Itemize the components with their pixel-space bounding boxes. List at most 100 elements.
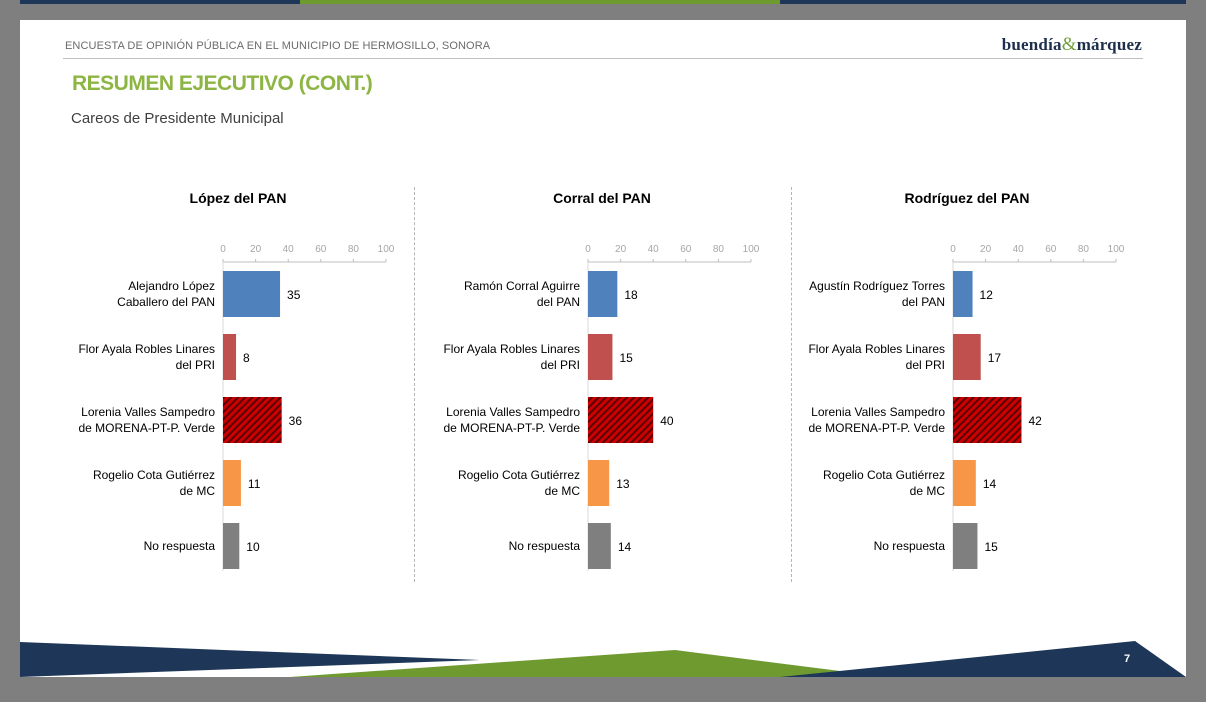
category-label-line: Caballero del PAN bbox=[117, 295, 215, 309]
category-label: Flor Ayala Robles Linares del PRI bbox=[78, 342, 215, 372]
chart-3: Rodríguez del PAN 0 20 40 60 80 100 12 Agustín R… bbox=[808, 190, 1125, 571]
category-label-line: de MORENA-PT-P. Verde bbox=[444, 421, 581, 435]
category-label-line: del PAN bbox=[902, 295, 945, 309]
bar-no_respuesta bbox=[588, 523, 611, 569]
header-rule bbox=[63, 58, 1143, 59]
data-label: 13 bbox=[616, 477, 630, 491]
brand-logo-right: márquez bbox=[1076, 35, 1142, 54]
data-label: 35 bbox=[287, 288, 301, 302]
category-label-line: Flor Ayala Robles Linares bbox=[443, 342, 580, 356]
category-label-line: de MC bbox=[910, 484, 946, 498]
slide: ENCUESTA DE OPINIÓN PÚBLICA EN EL MUNICI… bbox=[20, 20, 1186, 677]
page-subtitle: Careos de Presidente Municipal bbox=[71, 110, 284, 127]
x-tick-label: 40 bbox=[283, 244, 295, 255]
brand-logo: buendía&márquez bbox=[1002, 34, 1142, 56]
category-label: Rogelio Cota Gutiérrez de MC bbox=[823, 468, 945, 498]
footer-band bbox=[20, 641, 1186, 677]
category-label-line: Flor Ayala Robles Linares bbox=[808, 342, 945, 356]
category-label: Rogelio Cota Gutiérrez de MC bbox=[93, 468, 215, 498]
data-label: 36 bbox=[289, 414, 303, 428]
category-label-line: del PRI bbox=[176, 358, 215, 372]
data-label: 15 bbox=[984, 540, 998, 554]
data-label: 40 bbox=[660, 414, 674, 428]
bar-mc bbox=[953, 460, 976, 506]
x-tick-label: 80 bbox=[348, 244, 360, 255]
category-label-line: Flor Ayala Robles Linares bbox=[78, 342, 215, 356]
bar-pan bbox=[953, 271, 973, 317]
data-label: 18 bbox=[624, 288, 638, 302]
category-label: No respuesta bbox=[509, 539, 581, 553]
category-label-line: No respuesta bbox=[874, 539, 946, 553]
survey-title: ENCUESTA DE OPINIÓN PÚBLICA EN EL MUNICI… bbox=[65, 40, 491, 52]
data-label: 14 bbox=[618, 540, 632, 554]
category-label: Lorenia Valles Sampedro de MORENA-PT-P. V… bbox=[444, 405, 581, 435]
x-tick-label: 40 bbox=[648, 244, 660, 255]
data-label: 17 bbox=[988, 351, 1002, 365]
page-number: 7 bbox=[1124, 653, 1131, 665]
category-label: Ramón Corral Aguirre del PAN bbox=[464, 279, 580, 309]
x-tick-label: 40 bbox=[1013, 244, 1025, 255]
x-tick-label: 0 bbox=[950, 244, 956, 255]
category-label-line: Lorenia Valles Sampedro bbox=[81, 405, 215, 419]
x-tick-label: 60 bbox=[680, 244, 692, 255]
category-label-line: Alejandro López bbox=[128, 279, 215, 293]
bar-mc bbox=[223, 460, 241, 506]
data-label: 8 bbox=[243, 351, 250, 365]
data-label: 10 bbox=[246, 540, 260, 554]
x-tick-label: 20 bbox=[615, 244, 627, 255]
category-label: Flor Ayala Robles Linares del PRI bbox=[808, 342, 945, 372]
category-label: No respuesta bbox=[144, 539, 216, 553]
category-label-line: de MC bbox=[180, 484, 216, 498]
bar-pan bbox=[223, 271, 281, 317]
category-label: Flor Ayala Robles Linares del PRI bbox=[443, 342, 580, 372]
x-tick-label: 80 bbox=[713, 244, 725, 255]
category-label: Alejandro López Caballero del PAN bbox=[117, 279, 215, 309]
x-tick-label: 60 bbox=[315, 244, 327, 255]
chart-divider bbox=[791, 187, 792, 582]
category-label-line: Agustín Rodríguez Torres bbox=[809, 279, 945, 293]
bar-no_respuesta bbox=[953, 523, 978, 569]
bar-pri bbox=[588, 334, 613, 380]
category-label-line: No respuesta bbox=[509, 539, 581, 553]
bar-morena bbox=[223, 397, 282, 443]
bar-morena bbox=[953, 397, 1022, 443]
chart-divider bbox=[414, 187, 415, 582]
category-label-line: de MORENA-PT-P. Verde bbox=[809, 421, 946, 435]
bar-pan bbox=[588, 271, 618, 317]
category-label-line: del PAN bbox=[537, 295, 580, 309]
bar-morena bbox=[588, 397, 654, 443]
section-title: RESUMEN EJECUTIVO (CONT.) bbox=[72, 72, 373, 95]
bar-pri bbox=[223, 334, 237, 380]
category-label-line: de MC bbox=[545, 484, 581, 498]
bar-mc bbox=[588, 460, 610, 506]
category-label: No respuesta bbox=[874, 539, 946, 553]
chart-title: Corral del PAN bbox=[553, 190, 651, 206]
x-tick-label: 60 bbox=[1045, 244, 1057, 255]
data-label: 15 bbox=[619, 351, 633, 365]
category-label-line: de MORENA-PT-P. Verde bbox=[79, 421, 216, 435]
category-label-line: Rogelio Cota Gutiérrez bbox=[458, 468, 580, 482]
x-tick-label: 100 bbox=[743, 244, 760, 255]
category-label: Rogelio Cota Gutiérrez de MC bbox=[458, 468, 580, 498]
x-tick-label: 20 bbox=[250, 244, 262, 255]
category-label-line: Lorenia Valles Sampedro bbox=[811, 405, 945, 419]
x-tick-label: 0 bbox=[220, 244, 226, 255]
bar-no_respuesta bbox=[223, 523, 240, 569]
x-tick-label: 20 bbox=[980, 244, 992, 255]
bar-pri bbox=[953, 334, 981, 380]
data-label: 12 bbox=[980, 288, 994, 302]
data-label: 14 bbox=[983, 477, 997, 491]
x-tick-label: 100 bbox=[378, 244, 395, 255]
category-label-line: del PRI bbox=[906, 358, 945, 372]
chart-2: Corral del PAN 0 20 40 60 80 100 18 Ramón Corral… bbox=[443, 190, 760, 571]
category-label: Lorenia Valles Sampedro de MORENA-PT-P. V… bbox=[79, 405, 216, 435]
data-label: 11 bbox=[248, 477, 261, 491]
x-tick-label: 0 bbox=[585, 244, 591, 255]
brand-logo-left: buendía bbox=[1001, 35, 1062, 54]
chart-title: Rodríguez del PAN bbox=[905, 190, 1030, 206]
chart-1: López del PAN 0 20 40 60 80 100 35 Alejandro Lóp… bbox=[78, 190, 395, 571]
category-label-line: Rogelio Cota Gutiérrez bbox=[93, 468, 215, 482]
data-label: 42 bbox=[1028, 414, 1042, 428]
category-label: Agustín Rodríguez Torres del PAN bbox=[809, 279, 945, 309]
